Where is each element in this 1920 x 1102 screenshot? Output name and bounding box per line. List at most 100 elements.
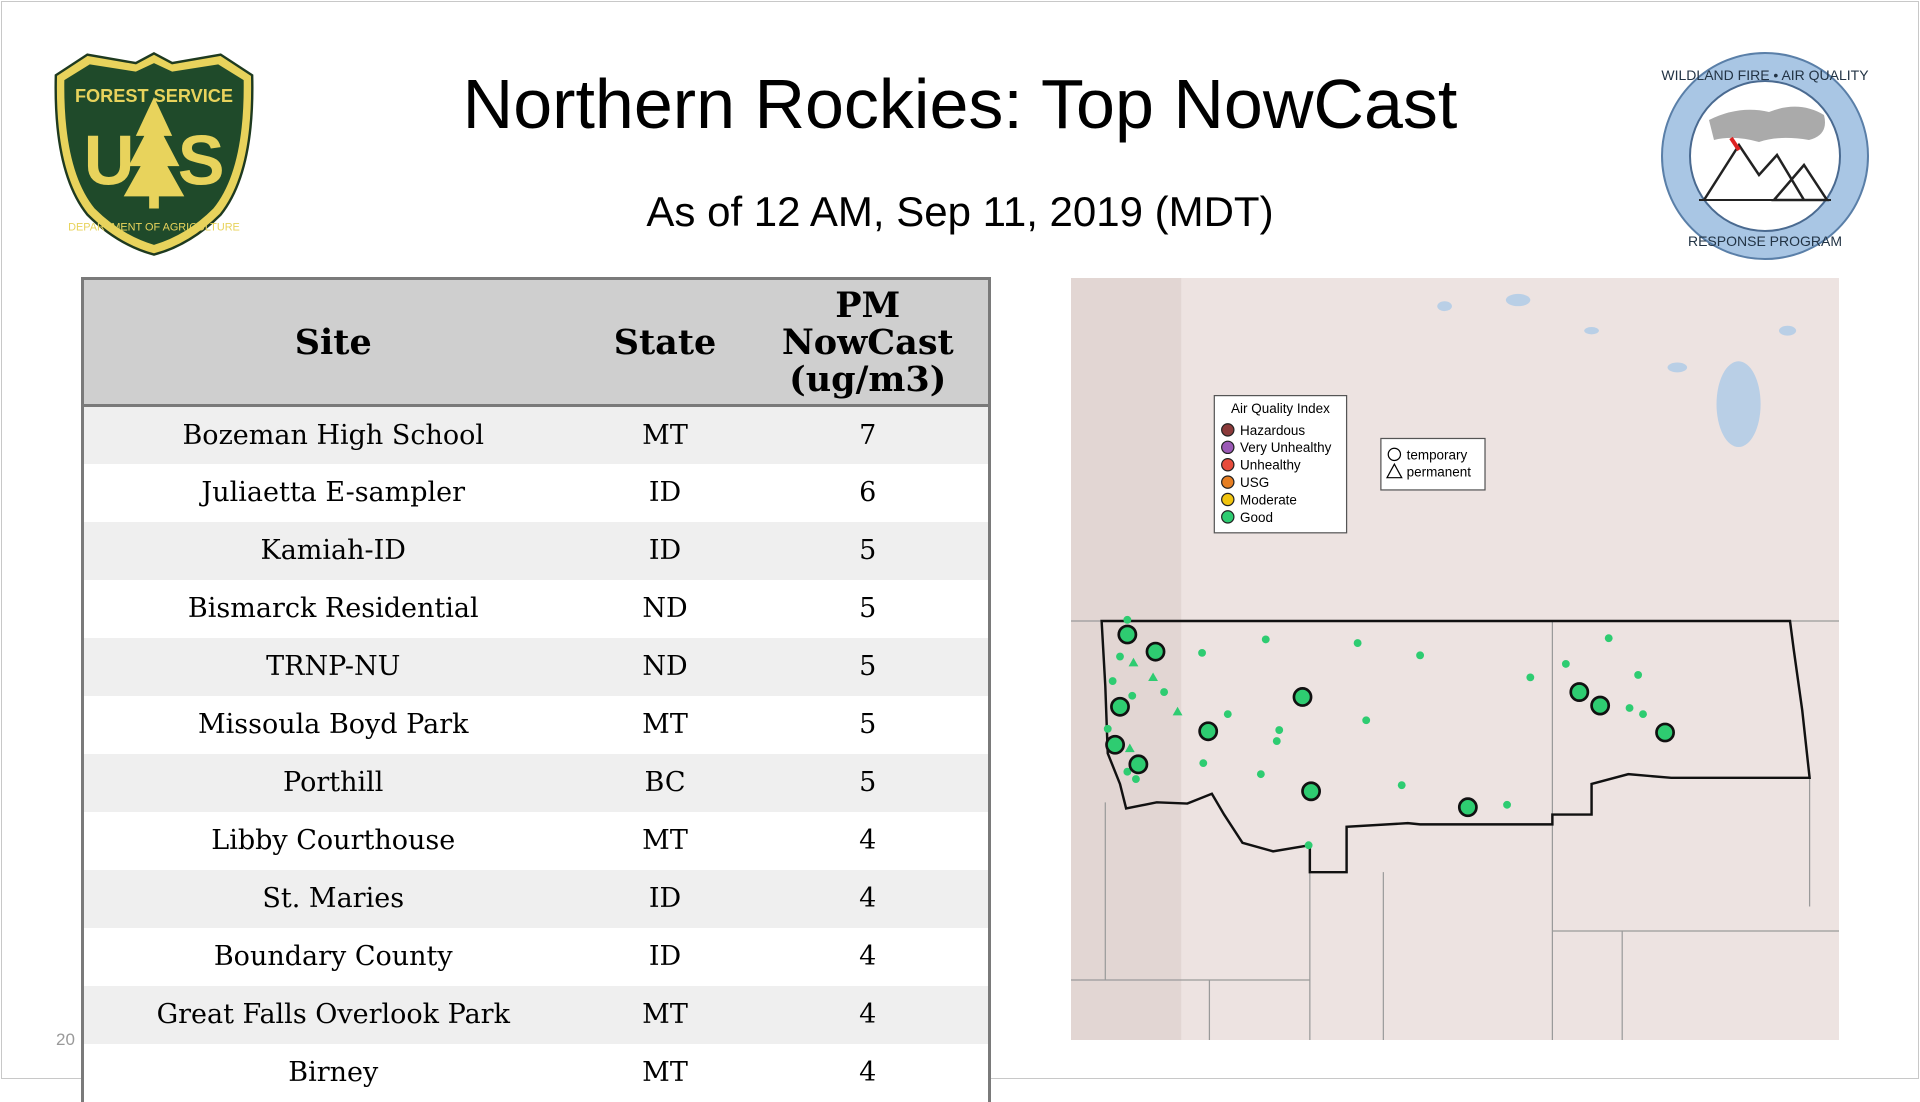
monitor-point-temporary[interactable] <box>1145 641 1166 662</box>
cell-site: Libby Courthouse <box>82 811 583 870</box>
aqi-legend-label: Moderate <box>1240 492 1297 507</box>
lakes <box>1437 293 1797 448</box>
monitor-point-temporary[interactable] <box>1128 754 1149 775</box>
header-site: Site <box>82 278 583 407</box>
monitor-point[interactable] <box>1304 841 1313 850</box>
monitor-point-permanent[interactable] <box>1172 706 1183 716</box>
cell-nowcast: 4 <box>747 869 990 928</box>
nowcast-table: Site State PM NowCast (ug/m3) Bozeman Hi… <box>81 277 991 1102</box>
header-nowcast: PM NowCast (ug/m3) <box>747 278 990 407</box>
page-title: Northern Rockies: Top NowCast <box>462 65 1458 143</box>
cell-nowcast: 4 <box>747 811 990 870</box>
cell-nowcast: 5 <box>747 695 990 754</box>
table-row: Porthill BC 5 <box>82 753 990 812</box>
monitor-point-permanent[interactable] <box>1148 672 1158 682</box>
page-subtitle: As of 12 AM, Sep 11, 2019 (MDT) <box>646 188 1274 235</box>
table-row: Birney MT 4 <box>82 1043 990 1102</box>
monitor-point[interactable] <box>1353 639 1362 647</box>
monitor-point[interactable] <box>1526 673 1535 682</box>
monitor-point[interactable] <box>1131 775 1140 783</box>
cell-nowcast: 5 <box>747 753 990 812</box>
cell-state: MT <box>582 985 748 1044</box>
monitor-point-temporary[interactable] <box>1655 722 1675 743</box>
monitor-point[interactable] <box>1123 767 1132 776</box>
cell-state: ID <box>582 463 748 522</box>
monitor-point[interactable] <box>1103 724 1112 733</box>
aqi-legend-label: Unhealthy <box>1240 458 1301 473</box>
monitor-point[interactable] <box>1561 659 1570 668</box>
cell-site: Porthill <box>82 753 583 812</box>
monitor-point[interactable] <box>1272 737 1281 746</box>
cell-state: ND <box>582 579 748 638</box>
aqi-swatch-usg <box>1221 475 1235 489</box>
monitor-point-temporary[interactable] <box>1301 781 1321 802</box>
monitor-point[interactable] <box>1198 648 1206 657</box>
cell-site: Bozeman High School <box>82 405 583 464</box>
legend-temporary: temporary <box>1407 447 1468 462</box>
monitor-point-temporary[interactable] <box>1569 682 1590 703</box>
monitor-point[interactable] <box>1256 770 1265 779</box>
monitor-point-temporary[interactable] <box>1110 696 1130 717</box>
aqi-swatch-good <box>1221 510 1235 524</box>
cell-nowcast: 6 <box>747 463 990 522</box>
monitor-point[interactable] <box>1160 688 1169 696</box>
cell-site: Juliaetta E-sampler <box>82 463 583 522</box>
monitor-point[interactable] <box>1639 710 1647 719</box>
forest-service-logo: FOREST SERVICE U S DEPARTMENT OF AGRICUL… <box>54 52 254 256</box>
monitor-point[interactable] <box>1128 691 1137 700</box>
table-row: Great Falls Overlook Park MT 4 <box>82 985 990 1044</box>
monitor-point[interactable] <box>1223 710 1232 719</box>
monitor-point-temporary[interactable] <box>1292 687 1313 707</box>
cell-site: Boundary County <box>82 927 583 986</box>
monitor-point[interactable] <box>1625 704 1634 712</box>
cell-state: ID <box>582 927 748 986</box>
svg-text:DEPARTMENT OF AGRICULTURE: DEPARTMENT OF AGRICULTURE <box>68 221 240 233</box>
monitor-point-permanent[interactable] <box>1124 743 1135 753</box>
cell-state: MT <box>582 1043 748 1102</box>
monitor-point[interactable] <box>1634 671 1643 679</box>
cell-nowcast: 5 <box>747 521 990 580</box>
monitor-point[interactable] <box>1108 677 1117 685</box>
site-type-legend: temporary permanent <box>1380 437 1486 491</box>
monitor-point-temporary[interactable] <box>1105 734 1126 755</box>
table-row: Bozeman High School MT 7 <box>82 405 990 464</box>
monitor-point[interactable] <box>1416 651 1425 660</box>
table-row: TRNP-NU ND 5 <box>82 637 990 696</box>
mountain-terrain <box>1071 278 1182 1040</box>
table-row: Bismarck Residential ND 5 <box>82 579 990 638</box>
map-background <box>1071 278 1839 1040</box>
monitor-point[interactable] <box>1123 615 1132 624</box>
monitor-point[interactable] <box>1261 635 1270 644</box>
svg-text:RESPONSE PROGRAM: RESPONSE PROGRAM <box>1688 233 1842 249</box>
aqi-legend-label: Very Unhealthy <box>1240 440 1332 455</box>
monitor-point[interactable] <box>1604 634 1613 643</box>
monitor-point-temporary[interactable] <box>1198 721 1219 742</box>
cell-state: MT <box>582 811 748 870</box>
monitor-point[interactable] <box>1503 800 1511 809</box>
triangle-icon <box>1385 462 1403 479</box>
monitor-point[interactable] <box>1199 759 1208 768</box>
header-state: State <box>582 278 748 407</box>
monitor-point[interactable] <box>1275 726 1284 734</box>
table-row: Juliaetta E-sampler ID 6 <box>82 463 990 522</box>
cell-nowcast: 5 <box>747 637 990 696</box>
cell-state: ND <box>582 637 748 696</box>
aqi-map[interactable]: Air Quality Index Hazardous Very Unhealth… <box>1071 278 1839 1040</box>
cell-site: Great Falls Overlook Park <box>82 985 583 1044</box>
cell-nowcast: 4 <box>747 1043 990 1102</box>
cell-state: BC <box>582 753 748 812</box>
monitor-point-temporary[interactable] <box>1457 797 1478 818</box>
monitor-point[interactable] <box>1397 781 1406 790</box>
monitor-point-permanent[interactable] <box>1128 657 1139 667</box>
cell-state: ID <box>582 521 748 580</box>
monitor-point-temporary[interactable] <box>1590 695 1611 716</box>
table-row: St. Maries ID 4 <box>82 869 990 928</box>
aqi-swatch-hazardous <box>1221 423 1235 437</box>
monitor-point-temporary[interactable] <box>1117 624 1138 645</box>
monitor-point[interactable] <box>1116 652 1124 661</box>
cell-nowcast: 5 <box>747 579 990 638</box>
table-row: Boundary County ID 4 <box>82 927 990 986</box>
cell-state: MT <box>582 405 748 464</box>
table-row: Missoula Boyd Park MT 5 <box>82 695 990 754</box>
monitor-point[interactable] <box>1362 716 1371 725</box>
